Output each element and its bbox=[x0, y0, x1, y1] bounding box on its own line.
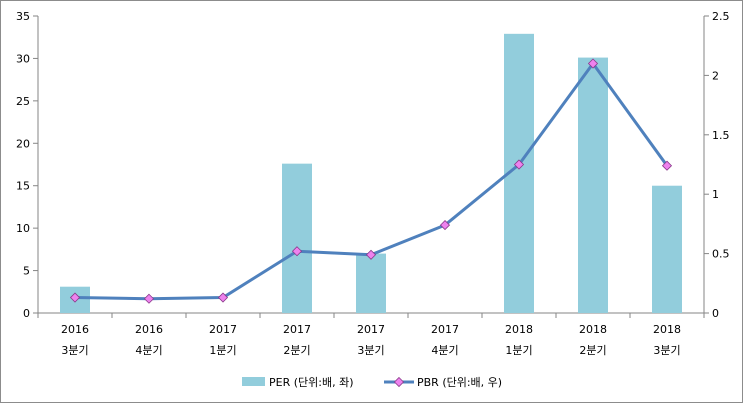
left-tick-label: 5 bbox=[23, 265, 30, 278]
x-axis: 2016 3분기 2016 4분기 2017 1분기 2017 2분기 2017 3분기 2017 4… bbox=[37, 312, 705, 357]
right-tick-label: 1.5 bbox=[712, 129, 730, 142]
pbr-point bbox=[69, 292, 81, 303]
x-tick-label-quarter: 3분기 bbox=[653, 344, 680, 357]
right-tick-label: 2.5 bbox=[712, 10, 730, 23]
legend-label-per: PER (단위:배, 좌) bbox=[269, 376, 354, 389]
x-tick-label-quarter: 1분기 bbox=[505, 344, 532, 357]
pbr-point bbox=[365, 249, 377, 260]
pbr-line bbox=[69, 58, 673, 304]
left-y-axis: 0 5 10 15 20 25 30 35 bbox=[16, 10, 39, 320]
x-tick-label-year: 2016 bbox=[61, 323, 89, 336]
per-bar bbox=[652, 185, 682, 313]
right-tick-label: 2 bbox=[712, 69, 719, 82]
x-tick-label-quarter: 2분기 bbox=[283, 344, 310, 357]
per-bar bbox=[356, 253, 386, 313]
pbr-point bbox=[217, 292, 229, 303]
per-bar bbox=[282, 163, 312, 313]
x-tick-label-quarter: 2분기 bbox=[579, 344, 606, 357]
legend-swatch-per bbox=[242, 377, 265, 386]
pbr-point bbox=[587, 58, 599, 69]
per-bars bbox=[60, 33, 682, 313]
x-tick-label-year: 2017 bbox=[283, 323, 311, 336]
left-tick-label: 20 bbox=[16, 137, 30, 150]
left-tick-label: 35 bbox=[16, 10, 30, 23]
pbr-point bbox=[291, 246, 303, 257]
x-tick-label-year: 2017 bbox=[357, 323, 385, 336]
x-tick-label-quarter: 3분기 bbox=[61, 344, 88, 357]
right-tick-label: 1 bbox=[712, 188, 719, 201]
right-tick-label: 0 bbox=[712, 307, 719, 320]
x-tick-label-quarter: 4분기 bbox=[431, 344, 458, 357]
pbr-point bbox=[661, 160, 673, 171]
x-tick-label-year: 2017 bbox=[209, 323, 237, 336]
left-tick-label: 25 bbox=[16, 95, 30, 108]
right-tick-label: 0.5 bbox=[712, 248, 730, 261]
x-tick-label-year: 2018 bbox=[653, 323, 681, 336]
left-tick-label: 10 bbox=[16, 222, 30, 235]
legend: PER (단위:배, 좌) PBR (단위:배, 우) bbox=[242, 376, 502, 389]
pbr-point bbox=[513, 159, 525, 170]
legend-swatch-pbr-marker bbox=[393, 376, 405, 388]
right-y-axis: 0 0.5 1 1.5 2 2.5 bbox=[703, 10, 730, 320]
x-tick-label-quarter: 3분기 bbox=[357, 344, 384, 357]
per-bar bbox=[578, 57, 608, 313]
x-tick-label-quarter: 4분기 bbox=[135, 344, 162, 357]
left-tick-label: 0 bbox=[23, 307, 30, 320]
x-tick-label-year: 2018 bbox=[579, 323, 607, 336]
legend-label-pbr: PBR (단위:배, 우) bbox=[417, 376, 502, 389]
pbr-point bbox=[439, 220, 451, 231]
x-tick-label-year: 2016 bbox=[135, 323, 163, 336]
left-tick-label: 30 bbox=[16, 52, 30, 65]
x-tick-label-year: 2018 bbox=[505, 323, 533, 336]
pbr-point bbox=[143, 293, 155, 304]
left-tick-label: 15 bbox=[16, 180, 30, 193]
x-tick-label-year: 2017 bbox=[431, 323, 459, 336]
x-tick-label-quarter: 1분기 bbox=[209, 344, 236, 357]
